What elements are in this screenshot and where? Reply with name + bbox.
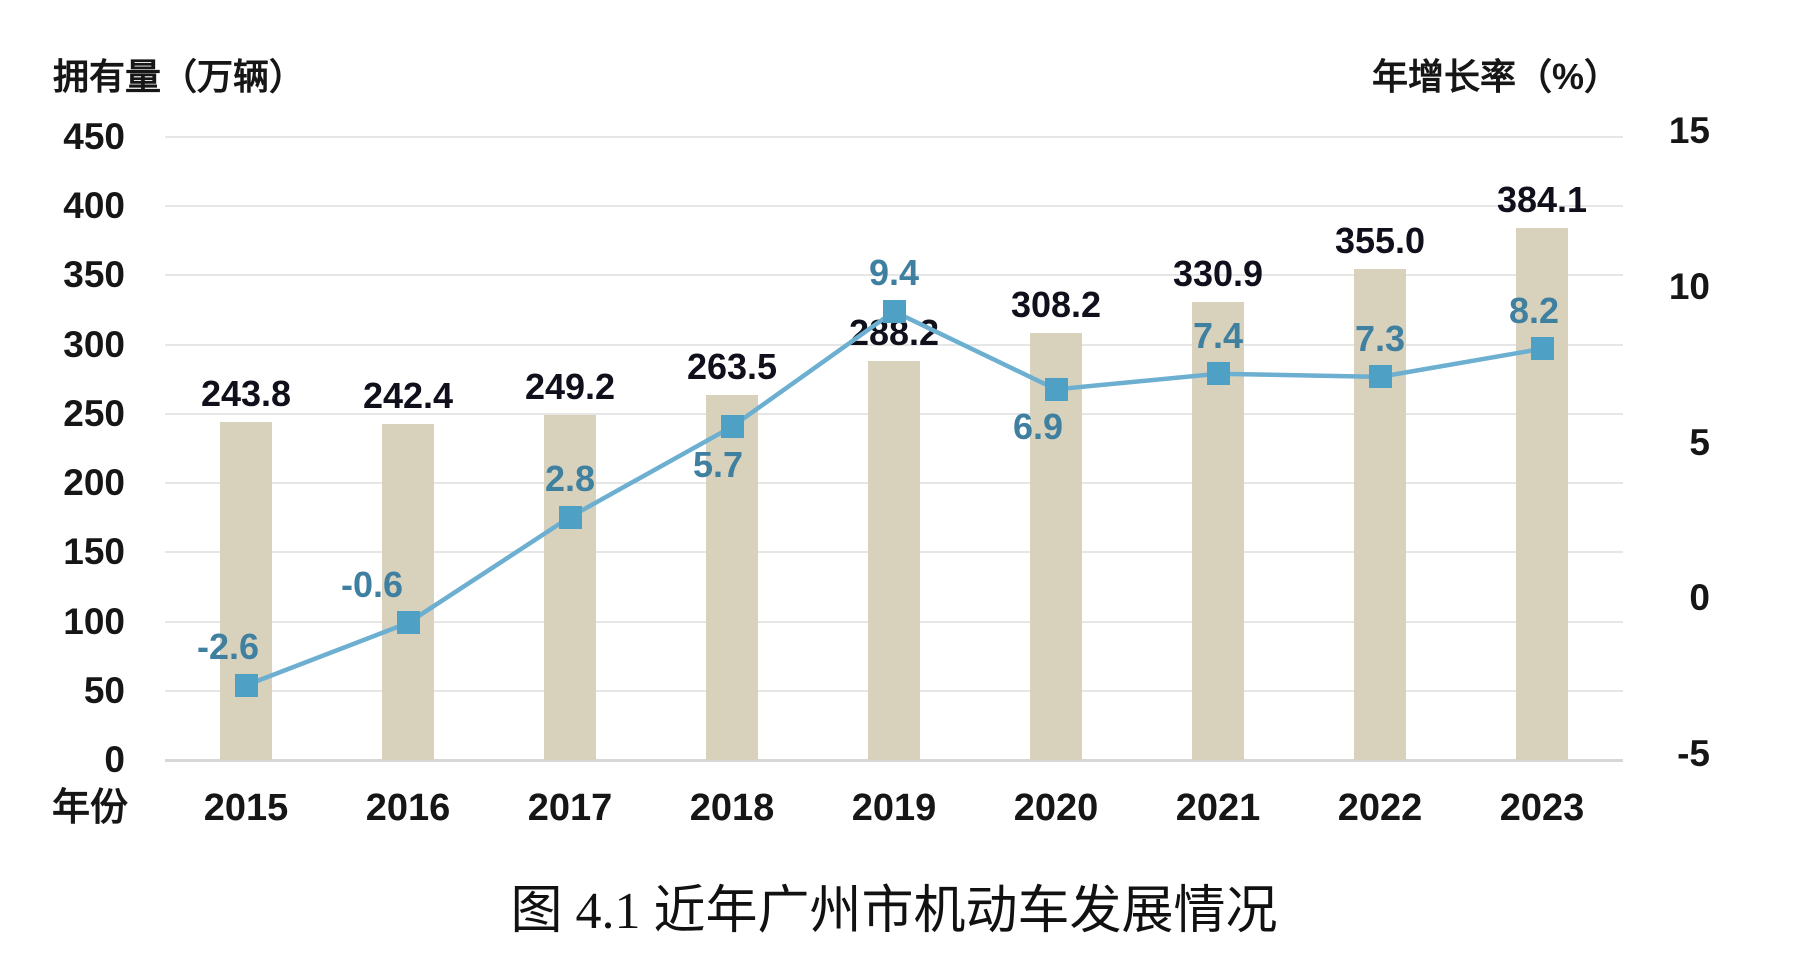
x-axis-label: 2023	[1499, 787, 1585, 829]
line-marker	[558, 505, 582, 529]
bar-value-label: 384.1	[1496, 179, 1588, 221]
x-axis-label: 2015	[203, 787, 289, 829]
bar-value-label: 249.2	[524, 365, 616, 407]
bar-value-label: 243.8	[200, 373, 292, 415]
line-value-label: -2.6	[196, 626, 260, 668]
line-marker	[1530, 337, 1554, 361]
right-axis-tick: 10	[1668, 265, 1710, 307]
line-value-label: 7.3	[1354, 317, 1406, 359]
gridline	[165, 136, 1623, 138]
x-axis-label: 2019	[851, 787, 937, 829]
x-axis-label: 2016	[365, 787, 451, 829]
left-axis-tick: 150	[63, 531, 125, 573]
bar-value-label: 355.0	[1334, 219, 1426, 261]
left-axis-tick: 200	[63, 462, 125, 504]
line-value-label: 9.4	[868, 252, 920, 294]
left-axis-tick: 0	[104, 739, 125, 780]
x-axis-title: 年份	[51, 787, 128, 829]
left-axis-tick: 100	[63, 600, 125, 642]
left-axis-tick: 400	[63, 185, 125, 227]
line-value-label: 7.4	[1192, 314, 1244, 356]
line-marker	[234, 673, 258, 697]
bar	[220, 422, 272, 760]
bar-value-label: 263.5	[686, 346, 778, 388]
bar	[868, 361, 920, 760]
line-value-label: -0.6	[340, 563, 404, 605]
x-axis-label: 2022	[1337, 787, 1423, 829]
line-value-label: 5.7	[692, 443, 744, 485]
gridline	[165, 205, 1623, 208]
left-axis-tick: 250	[63, 392, 125, 434]
bar-value-label: 330.9	[1172, 252, 1264, 294]
right-axis-tick: -5	[1677, 733, 1710, 774]
right-axis-title: 年增长率（%）	[1371, 56, 1620, 97]
line-marker	[1044, 377, 1068, 401]
left-axis-tick: 300	[63, 323, 125, 365]
gridline	[165, 274, 1623, 277]
left-axis-tick: 350	[63, 254, 125, 296]
line-value-label: 8.2	[1508, 289, 1560, 331]
line-marker	[882, 299, 906, 323]
x-axis-label: 2017	[527, 787, 613, 829]
line-value-label: 2.8	[544, 458, 596, 500]
left-axis-tick: 450	[63, 116, 125, 157]
right-axis-tick: 15	[1668, 110, 1710, 151]
line-marker	[720, 415, 744, 439]
right-axis-tick: 5	[1689, 421, 1710, 463]
x-axis-label: 2021	[1175, 787, 1261, 829]
left-axis-tick: 50	[83, 669, 125, 711]
line-value-label: 6.9	[1012, 406, 1064, 448]
x-axis-label: 2020	[1013, 787, 1099, 829]
bar-value-label: 308.2	[1010, 284, 1102, 326]
chart-title: 图 4.1 近年广州市机动车发展情况	[510, 883, 1278, 940]
right-axis-tick: 0	[1689, 577, 1710, 619]
bar-value-label: 242.4	[362, 375, 454, 417]
line-marker	[1368, 365, 1392, 389]
line-marker	[1206, 362, 1230, 386]
line-marker	[396, 611, 420, 635]
x-axis-label: 2018	[689, 787, 775, 829]
x-axis-line	[165, 759, 1623, 762]
left-axis-title: 拥有量（万辆）	[53, 56, 306, 97]
